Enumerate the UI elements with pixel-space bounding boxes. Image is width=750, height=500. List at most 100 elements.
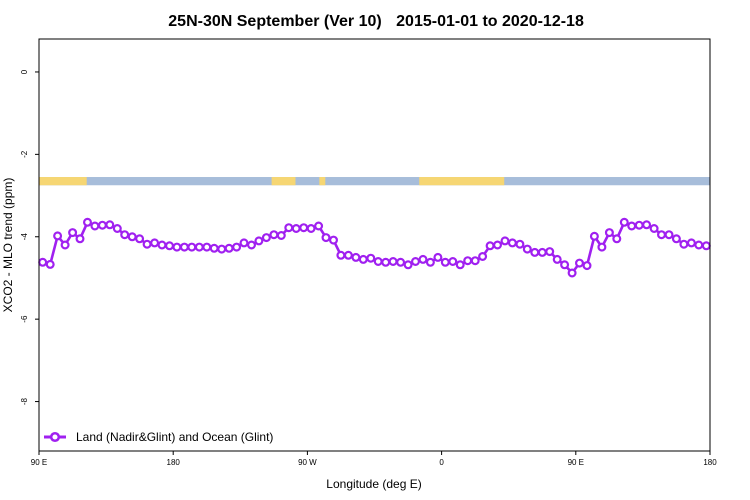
y-tick-label: 0 xyxy=(20,69,29,74)
data-point xyxy=(239,238,249,248)
data-point xyxy=(396,257,406,267)
data-point xyxy=(135,234,145,244)
data-point xyxy=(388,257,398,267)
data-point xyxy=(694,240,704,250)
y-tick-label: -6 xyxy=(20,315,29,323)
data-point xyxy=(276,231,286,241)
land-segment-2 xyxy=(319,177,326,186)
data-point xyxy=(433,252,443,262)
data-point xyxy=(589,231,599,241)
data-point xyxy=(112,224,122,234)
y-tick-label: -8 xyxy=(20,397,29,405)
data-point xyxy=(552,254,562,264)
data-point xyxy=(373,257,383,267)
data-point xyxy=(507,238,517,248)
data-point xyxy=(284,223,294,233)
data-point xyxy=(224,243,234,253)
chart-title-region: 25N-30N September (Ver 10) xyxy=(168,13,381,30)
data-point xyxy=(202,242,212,252)
data-point xyxy=(485,241,495,251)
data-point xyxy=(68,228,78,238)
data-point xyxy=(701,241,711,251)
x-tick-label: 180 xyxy=(703,458,717,467)
data-point xyxy=(411,257,421,267)
data-point xyxy=(75,234,85,244)
data-point xyxy=(500,236,510,246)
land-segment-1 xyxy=(271,177,296,186)
data-point xyxy=(142,239,152,249)
data-point xyxy=(612,234,622,244)
data-point xyxy=(321,233,331,243)
y-axis: 0 -2 -4 -6 -8 xyxy=(20,69,39,405)
data-point xyxy=(567,268,577,278)
data-point xyxy=(642,220,652,230)
y-tick-label: -2 xyxy=(20,150,29,158)
data-point xyxy=(403,260,413,270)
data-point xyxy=(53,231,63,241)
land-segment-0 xyxy=(39,177,87,186)
data-point xyxy=(627,221,637,231)
data-point xyxy=(656,230,666,240)
data-point xyxy=(269,230,279,240)
legend: Land (Nadir&Glint) and Ocean (Glint) xyxy=(44,430,273,444)
data-point xyxy=(574,258,584,268)
data-point xyxy=(261,233,271,243)
data-point xyxy=(351,252,361,262)
data-point xyxy=(597,242,607,252)
legend-label: Land (Nadir&Glint) and Ocean (Glint) xyxy=(76,430,273,444)
x-tick-label: 180 xyxy=(167,458,181,467)
land-segment-3 xyxy=(419,177,505,186)
data-point xyxy=(671,234,681,244)
data-point xyxy=(448,257,458,267)
data-point xyxy=(60,240,70,250)
data-point xyxy=(440,257,450,267)
data-point xyxy=(120,230,130,240)
data-point xyxy=(105,220,115,230)
data-point xyxy=(209,243,219,253)
data-point xyxy=(381,257,391,267)
data-point xyxy=(425,257,435,267)
data-point xyxy=(232,242,242,252)
data-point xyxy=(604,228,614,238)
data-point xyxy=(515,239,525,249)
data-point xyxy=(306,224,316,234)
data-point xyxy=(582,261,592,271)
data-point xyxy=(90,221,100,231)
data-point xyxy=(150,238,160,248)
data-point xyxy=(179,242,189,252)
data-point xyxy=(470,256,480,266)
data-point xyxy=(358,254,368,264)
data-point xyxy=(314,221,324,231)
data-point xyxy=(530,247,540,257)
y-axis-label: XCO2 - MLO trend (ppm) xyxy=(1,178,15,313)
data-point xyxy=(649,224,659,234)
data-point xyxy=(299,223,309,233)
data-point xyxy=(366,253,376,263)
data-point xyxy=(455,260,465,270)
data-point xyxy=(664,230,674,240)
data-point xyxy=(329,235,339,245)
ocean-band xyxy=(39,177,710,186)
data-point xyxy=(45,259,55,269)
data-point xyxy=(217,244,227,254)
land-ocean-mask xyxy=(39,177,710,186)
data-point xyxy=(522,244,532,254)
data-point xyxy=(686,238,696,248)
x-tick-label: 0 xyxy=(439,458,444,467)
y-tick-label: -4 xyxy=(20,233,29,241)
data-point xyxy=(560,260,570,270)
data-point xyxy=(418,254,428,264)
data-point xyxy=(679,239,689,249)
data-point xyxy=(493,240,503,250)
data-point xyxy=(291,224,301,234)
data-point xyxy=(97,220,107,230)
data-point xyxy=(343,250,353,260)
data-point xyxy=(165,241,175,251)
data-point xyxy=(545,247,555,257)
data-point xyxy=(336,250,346,260)
data-point xyxy=(127,232,137,242)
x-tick-label: 90 E xyxy=(31,458,47,467)
data-point xyxy=(537,247,547,257)
legend-marker xyxy=(49,431,61,443)
